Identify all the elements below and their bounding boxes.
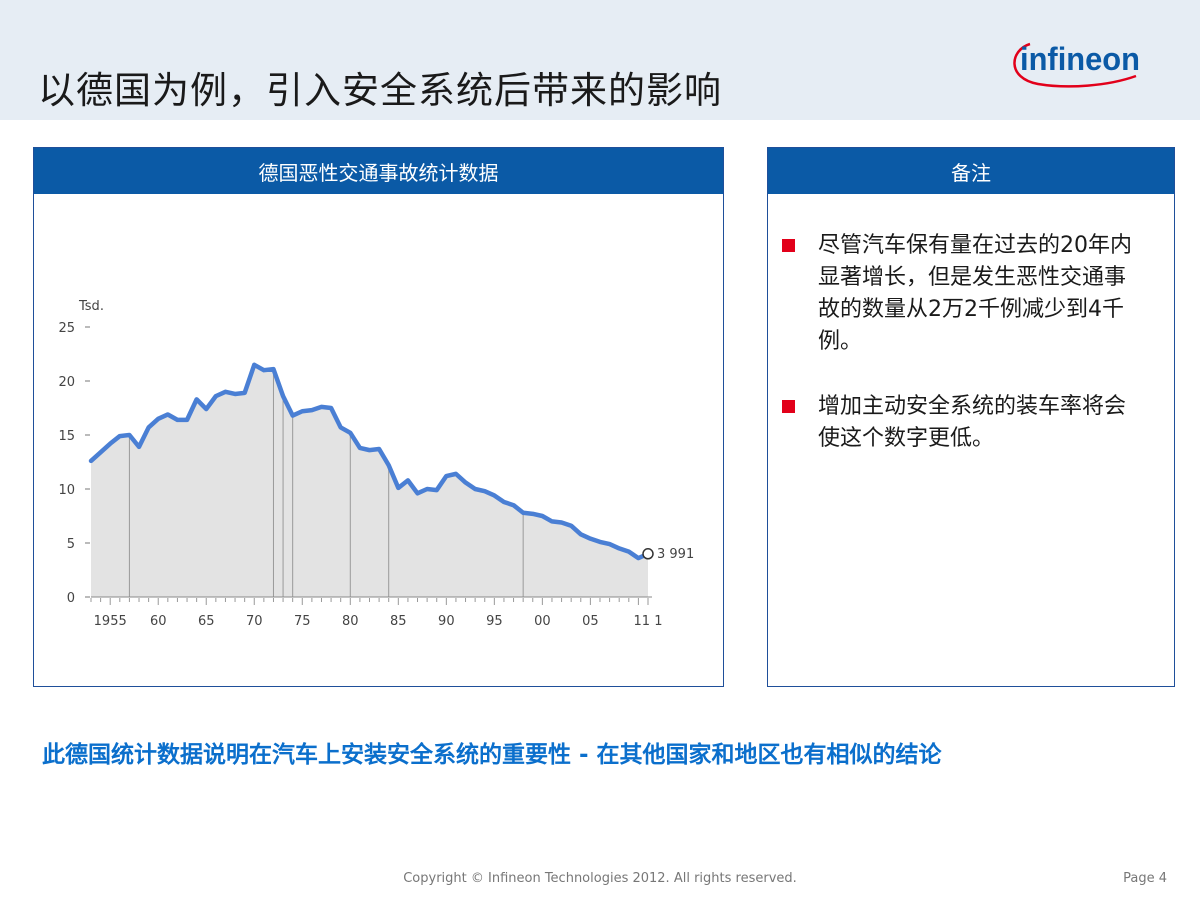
header-bar: 以德国为例，引入安全系统后带来的影响 infineon <box>0 0 1200 120</box>
slide-title: 以德国为例，引入安全系统后带来的影响 <box>38 69 722 112</box>
y-axis-label: Tsd. <box>78 299 104 314</box>
x-tick-label: 60 <box>150 614 167 629</box>
y-tick-label: 20 <box>58 375 75 390</box>
x-tick-label: 95 <box>486 614 503 629</box>
y-tick-label: 0 <box>67 591 75 606</box>
note-text: 尽管汽车保有量在过去的20年内显著增长，但是发生恶性交通事故的数量从2万2千例减… <box>818 233 1132 354</box>
svg-text:infineon: infineon <box>1020 41 1140 77</box>
chart-panel: 德国恶性交通事故统计数据 0 5 10 15 20 25 Tsd. 1955 60 65 70 75 8… <box>33 147 724 687</box>
note-text: 增加主动安全系统的装车率将会使这个数字更低。 <box>818 394 1127 451</box>
x-tick-label: 05 <box>582 614 599 629</box>
notes-panel: 备注 尽管汽车保有量在过去的20年内显著增长，但是发生恶性交通事故的数量从2万2… <box>767 147 1175 687</box>
x-tick-label: 85 <box>390 614 407 629</box>
x-tick-label: 80 <box>342 614 359 629</box>
notes-panel-title: 备注 <box>768 148 1174 194</box>
series-line <box>88 362 651 561</box>
end-value-label: 3 991 <box>657 547 694 562</box>
x-tick-label: 65 <box>198 614 215 629</box>
y-tick-label: 15 <box>58 429 75 444</box>
x-tick-label: 75 <box>294 614 311 629</box>
infineon-logo: infineon <box>1013 41 1140 88</box>
x-tick-label: 11 1 <box>634 614 663 629</box>
copyright: Copyright © Infineon Technologies 2012. … <box>403 871 797 886</box>
y-tick-label: 10 <box>58 483 75 498</box>
series-area <box>91 364 648 597</box>
y-tick-label: 5 <box>67 537 75 552</box>
bullet-square-icon <box>782 239 795 252</box>
bullet-square-icon <box>782 400 795 413</box>
x-tick-label: 90 <box>438 614 455 629</box>
x-tick-label: 70 <box>246 614 263 629</box>
page-number: Page 4 <box>1123 871 1167 886</box>
y-tick-label: 25 <box>58 321 75 336</box>
x-tick-label: 1955 <box>94 614 127 629</box>
end-point-marker <box>642 548 654 560</box>
x-tick-label: 00 <box>534 614 551 629</box>
conclusion-text: 此德国统计数据说明在汽车上安装安全系统的重要性 - 在其他国家和地区也有相似的结… <box>42 742 942 768</box>
note-item: 尽管汽车保有量在过去的20年内显著增长，但是发生恶性交通事故的数量从2万2千例减… <box>782 230 1146 358</box>
note-item: 增加主动安全系统的装车率将会使这个数字更低。 <box>782 391 1146 455</box>
chart-panel-title: 德国恶性交通事故统计数据 <box>34 148 723 194</box>
